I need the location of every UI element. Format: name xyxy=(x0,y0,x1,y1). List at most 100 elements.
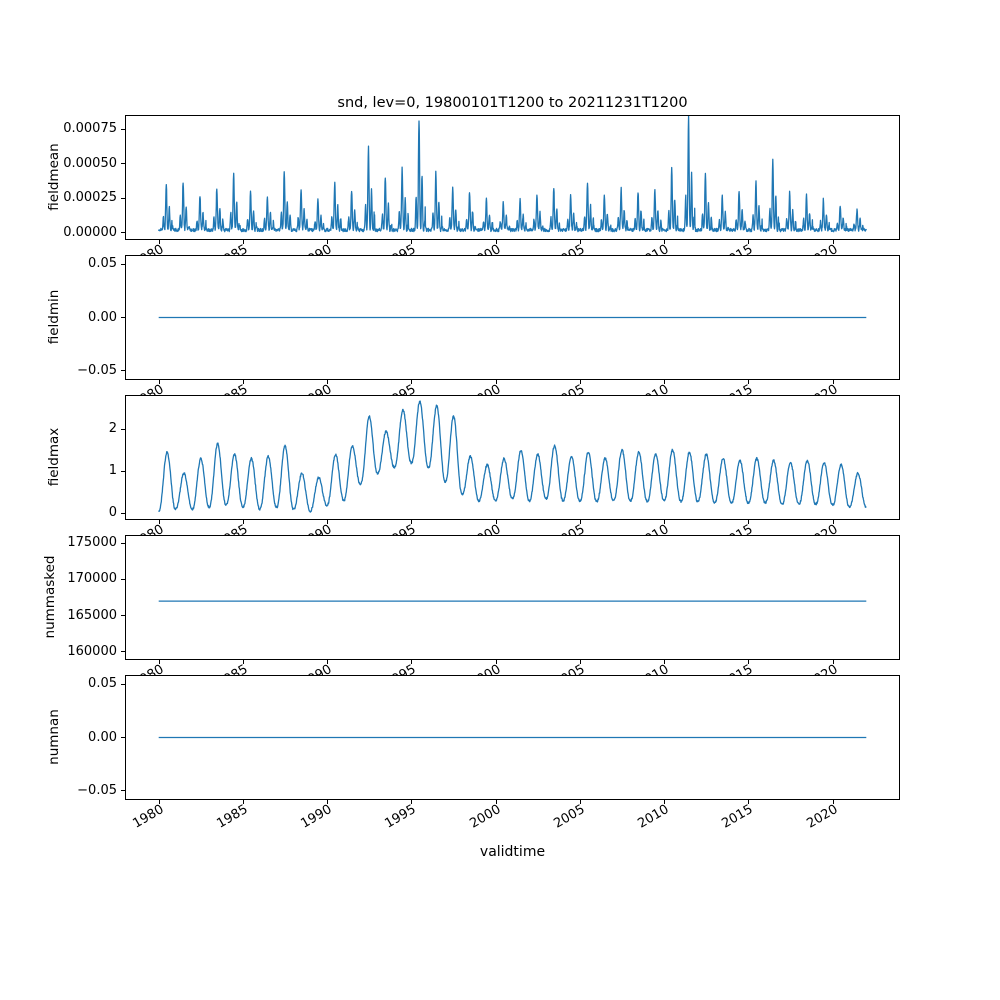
x-tick-label: 2000 xyxy=(466,802,504,832)
x-tick-label: 1990 xyxy=(267,242,335,255)
y-tick-label: 0.00000 xyxy=(63,224,117,240)
x-tick-label: 2020 xyxy=(772,522,840,535)
x-tick-label: 2005 xyxy=(519,522,587,535)
x-tick-mark xyxy=(579,660,581,664)
x-tick-mark xyxy=(495,380,497,384)
y-tick-mark xyxy=(121,683,125,685)
x-tick-label: 2000 xyxy=(435,522,503,535)
x-tick-mark xyxy=(411,660,413,664)
x-tick-labels: 1980 1985 1990 1995 2000 2005 2010 2015 2020 xyxy=(0,801,1000,847)
y-tick-mark xyxy=(121,578,125,580)
x-tick-mark xyxy=(664,660,666,664)
plot-title: snd, lev=0, 19800101T1200 to 20211231T12… xyxy=(337,95,688,111)
x-tick-label: 1985 xyxy=(182,382,250,395)
y-tick-label: 0.00 xyxy=(88,729,117,745)
x-tick-mark xyxy=(158,800,160,804)
x-axis-label: validtime xyxy=(479,844,546,860)
axes-numnan xyxy=(125,675,900,800)
x-tick-label: 2015 xyxy=(688,382,756,395)
x-tick-mark xyxy=(664,380,666,384)
x-tick-mark xyxy=(748,660,750,664)
x-tick-label: 1990 xyxy=(267,662,335,675)
y-tick-mark xyxy=(121,737,125,738)
x-tick-mark xyxy=(411,800,413,804)
y-tick-mark xyxy=(121,428,125,430)
line-plot-nummasked xyxy=(158,600,867,602)
x-tick-label: 1990 xyxy=(298,802,335,832)
y-tick-mark xyxy=(121,128,125,130)
x-tick-label: 2020 xyxy=(772,382,840,395)
x-tick-mark xyxy=(327,660,329,664)
x-tick-mark xyxy=(579,240,581,244)
x-tick-mark xyxy=(495,660,497,664)
line-plot-fieldmin xyxy=(158,316,867,319)
x-tick-label: 2015 xyxy=(688,242,756,255)
x-tick-mark xyxy=(242,380,244,384)
y-tick-mark xyxy=(121,370,125,372)
y-tick-mark xyxy=(121,317,125,318)
x-tick-label: 2015 xyxy=(719,802,756,832)
x-tick-mark xyxy=(832,660,834,664)
y-tick-label: 2 xyxy=(108,421,117,437)
x-tick-labels: 1980 1985 1990 1995 2000 2005 2010 2015 2020 xyxy=(0,521,1000,535)
x-tick-label: 2010 xyxy=(635,802,672,832)
x-tick-label: 2005 xyxy=(519,382,587,395)
x-tick-mark xyxy=(242,240,244,244)
y-tick-mark xyxy=(121,512,125,514)
y-tick-mark xyxy=(121,197,125,199)
x-tick-label: 1990 xyxy=(267,382,335,395)
x-tick-mark xyxy=(664,520,666,524)
y-tick-mark xyxy=(121,790,125,792)
x-tick-mark xyxy=(748,520,750,524)
x-tick-mark xyxy=(495,800,497,804)
ylabel-nummasked: nummasked xyxy=(42,555,58,639)
line-plot-fieldmax xyxy=(158,400,867,513)
x-tick-mark xyxy=(327,520,329,524)
x-tick-mark xyxy=(158,520,160,524)
x-tick-label: 1980 xyxy=(130,802,167,832)
y-tick-mark xyxy=(121,232,125,234)
x-tick-label: 1995 xyxy=(351,382,419,395)
data-line-fieldmean xyxy=(158,116,867,233)
x-tick-label: 1985 xyxy=(182,522,250,535)
x-tick-label: 1980 xyxy=(98,242,166,255)
x-tick-label: 2010 xyxy=(604,382,671,395)
x-tick-mark xyxy=(579,520,581,524)
x-tick-mark xyxy=(748,240,750,244)
y-tick-label: 0.00075 xyxy=(63,121,117,137)
x-tick-mark xyxy=(664,240,666,244)
x-tick-mark xyxy=(664,800,666,804)
x-tick-label: 1985 xyxy=(182,242,250,255)
x-tick-labels: 1980 1985 1990 1995 2000 2005 2010 2015 2020 xyxy=(0,241,1000,255)
line-plot-fieldmean xyxy=(158,116,867,233)
axes-fieldmin xyxy=(125,255,900,380)
x-tick-label: 1980 xyxy=(98,522,166,535)
x-tick-mark xyxy=(242,800,244,804)
x-tick-mark xyxy=(158,240,160,244)
x-tick-label: 1980 xyxy=(98,662,166,675)
x-tick-mark xyxy=(832,380,834,384)
x-tick-label: 2000 xyxy=(435,242,503,255)
y-tick-label: 0.05 xyxy=(88,256,117,272)
x-tick-mark xyxy=(327,240,329,244)
y-tick-label: −0.05 xyxy=(77,362,117,378)
x-tick-mark xyxy=(411,520,413,524)
x-tick-mark xyxy=(242,660,244,664)
x-tick-label: 2015 xyxy=(688,522,756,535)
x-tick-label: 1980 xyxy=(98,382,166,395)
x-tick-label: 1995 xyxy=(382,802,419,832)
y-tick-label: 0.00050 xyxy=(63,155,117,171)
y-tick-mark xyxy=(121,615,125,617)
data-line-fieldmax xyxy=(158,400,867,513)
x-tick-labels: 1980 1985 1990 1995 2000 2005 2010 2015 2020 xyxy=(0,661,1000,675)
x-tick-label: 2020 xyxy=(803,802,841,832)
x-tick-mark xyxy=(158,660,160,664)
y-tick-label: 175000 xyxy=(67,535,117,551)
axes-nummasked xyxy=(125,535,900,660)
x-tick-mark xyxy=(579,800,581,804)
x-tick-label: 2020 xyxy=(772,662,840,675)
x-tick-label: 1995 xyxy=(351,662,419,675)
x-tick-mark xyxy=(327,800,329,804)
y-tick-mark xyxy=(121,651,125,653)
